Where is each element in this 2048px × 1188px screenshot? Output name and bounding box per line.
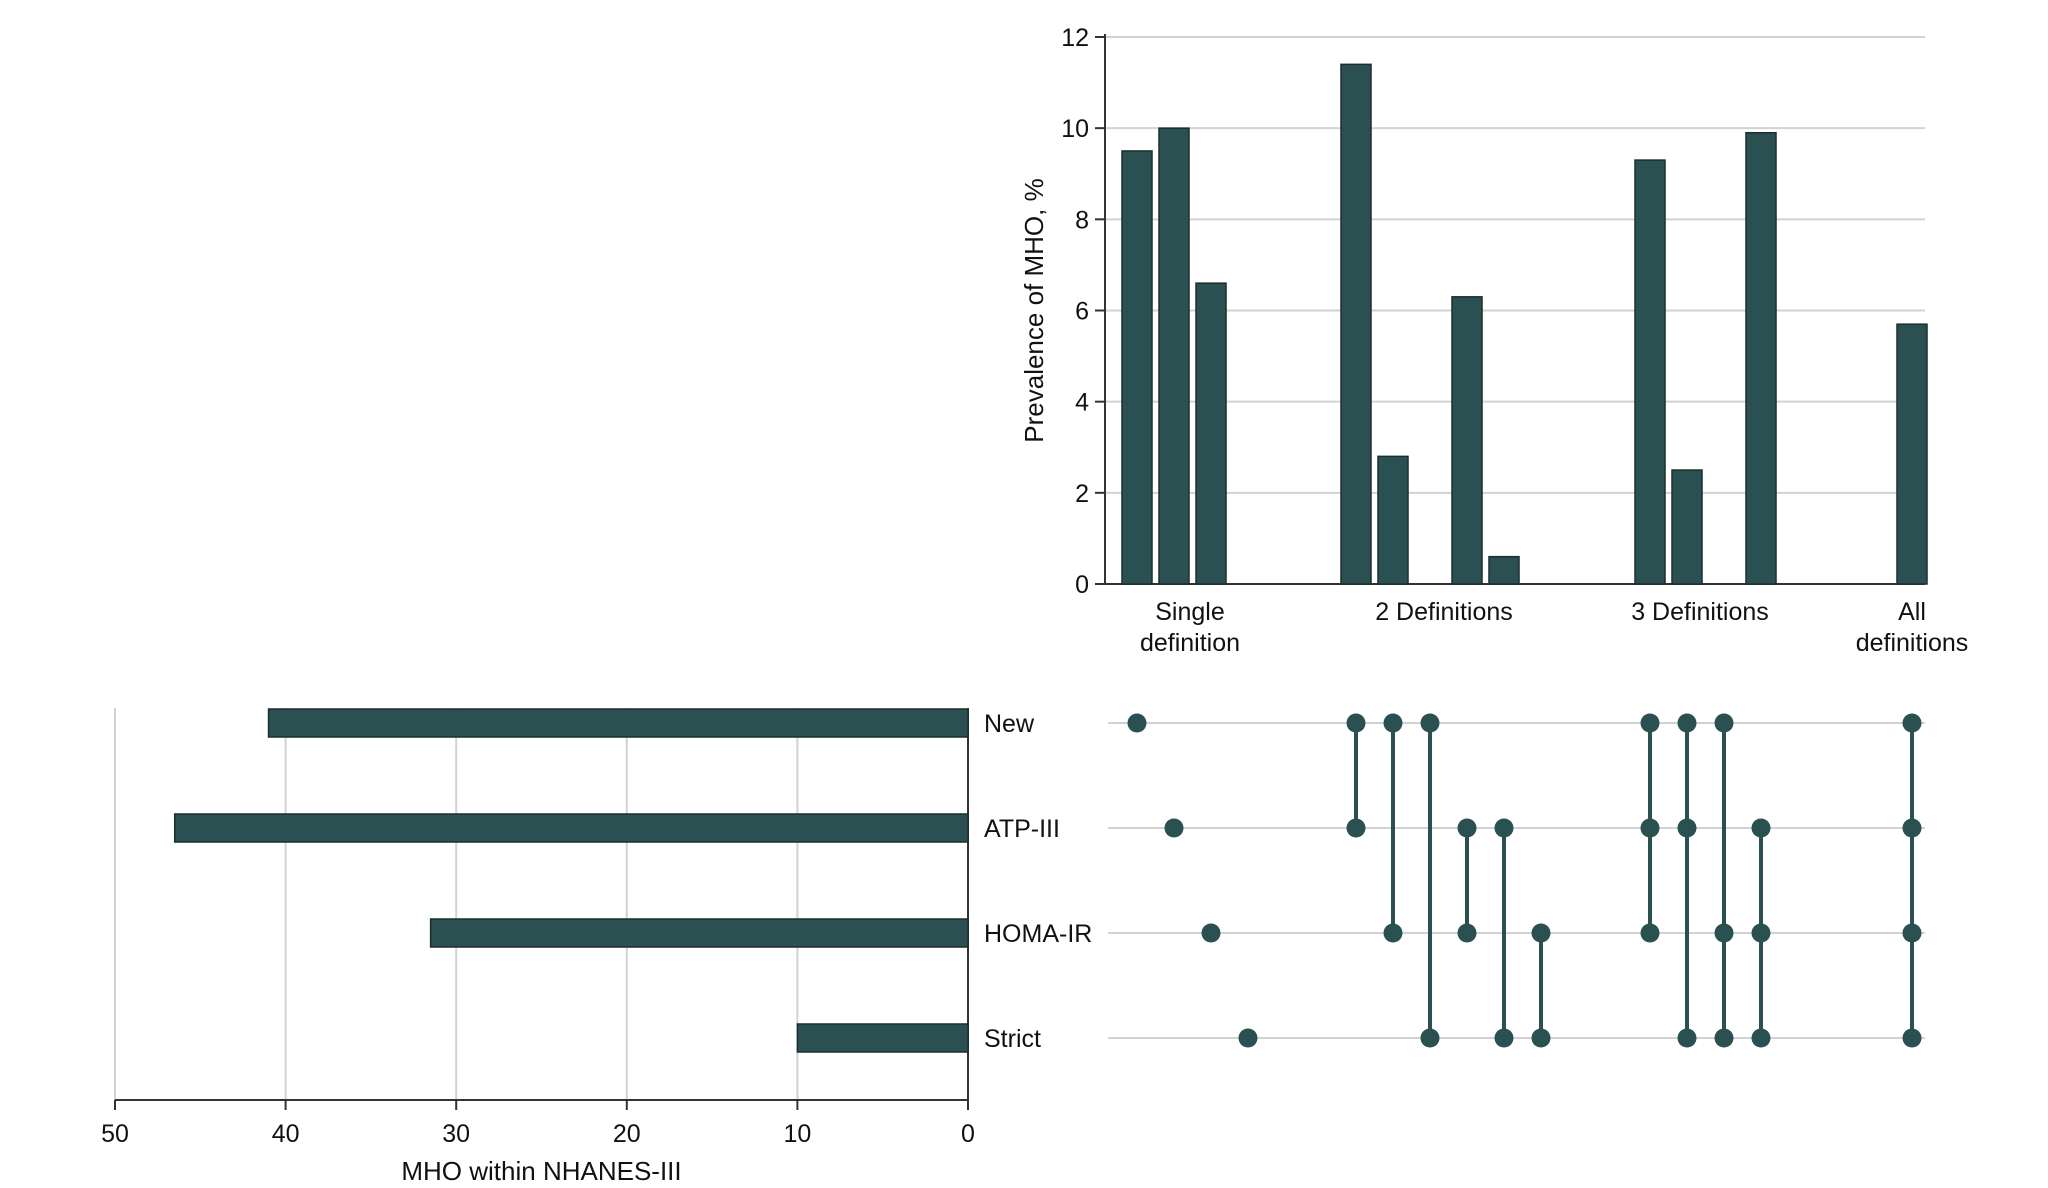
matrix-dot bbox=[1751, 818, 1771, 838]
intersection-matrix: New ATP-III HOMA-IR Strict bbox=[984, 710, 1925, 1053]
set-label: New bbox=[984, 710, 1035, 738]
x-tick-label: 20 bbox=[613, 1120, 641, 1148]
intersection-bar bbox=[1896, 323, 1928, 585]
intersection-bar bbox=[1340, 63, 1372, 585]
set-label: Strict bbox=[984, 1025, 1041, 1053]
matrix-dot bbox=[1531, 1028, 1551, 1048]
matrix-dot bbox=[1640, 713, 1660, 733]
matrix-dot bbox=[1238, 1028, 1258, 1048]
matrix-dot bbox=[1127, 713, 1147, 733]
matrix-dot bbox=[1902, 923, 1922, 943]
matrix-dot bbox=[1457, 818, 1477, 838]
x-axis-title: MHO within NHANES-III bbox=[401, 1156, 681, 1186]
y-tick-label: 6 bbox=[1075, 298, 1089, 326]
group-label: Single bbox=[1155, 598, 1225, 626]
matrix-dot bbox=[1714, 1028, 1734, 1048]
intersection-bar bbox=[1634, 159, 1666, 585]
intersection-bar bbox=[1377, 455, 1409, 585]
y-tick-label: 8 bbox=[1075, 206, 1089, 234]
matrix-dot bbox=[1751, 923, 1771, 943]
intersection-bar bbox=[1488, 555, 1520, 585]
intersection-bar bbox=[1195, 282, 1227, 585]
matrix-dot bbox=[1420, 713, 1440, 733]
matrix-dot bbox=[1457, 923, 1477, 943]
intersection-bar bbox=[1451, 296, 1483, 585]
intersection-bar bbox=[1158, 127, 1190, 585]
x-tick-label: 40 bbox=[272, 1120, 300, 1148]
intersection-bar-chart: 0 2 4 6 8 10 12 Prevalence of MHO, % Single defin… bbox=[1019, 24, 1968, 657]
y-tick-label: 10 bbox=[1061, 115, 1089, 143]
y-axis-title: Prevalence of MHO, % bbox=[1019, 178, 1049, 442]
matrix-dot bbox=[1640, 923, 1660, 943]
set-size-bar bbox=[429, 918, 969, 948]
matrix-dot bbox=[1494, 1028, 1514, 1048]
matrix-dot bbox=[1383, 713, 1403, 733]
matrix-dot bbox=[1714, 713, 1734, 733]
matrix-dot bbox=[1677, 818, 1697, 838]
set-size-bar-chart: 50 40 30 20 10 0 MHO within NHANES-III bbox=[101, 708, 975, 1186]
y-tick-label: 2 bbox=[1075, 480, 1089, 508]
y-tick-label: 12 bbox=[1061, 24, 1089, 52]
set-size-bar bbox=[173, 813, 969, 843]
intersection-bar bbox=[1121, 150, 1153, 585]
matrix-dot bbox=[1420, 1028, 1440, 1048]
matrix-dot bbox=[1164, 818, 1184, 838]
group-label: definitions bbox=[1856, 629, 1969, 657]
intersection-bar bbox=[1671, 469, 1703, 585]
y-tick-label: 4 bbox=[1075, 389, 1089, 417]
matrix-dot bbox=[1383, 923, 1403, 943]
matrix-dot bbox=[1751, 1028, 1771, 1048]
group-label: All bbox=[1898, 598, 1926, 626]
matrix-dot bbox=[1201, 923, 1221, 943]
group-label: 2 Definitions bbox=[1375, 598, 1513, 626]
matrix-dot bbox=[1677, 1028, 1697, 1048]
matrix-dot bbox=[1902, 713, 1922, 733]
matrix-dot bbox=[1714, 923, 1734, 943]
matrix-dot bbox=[1902, 818, 1922, 838]
matrix-dot bbox=[1494, 818, 1514, 838]
x-tick-label: 30 bbox=[442, 1120, 470, 1148]
y-tick-label: 0 bbox=[1075, 571, 1089, 599]
intersection-bar bbox=[1745, 131, 1777, 585]
set-size-bar bbox=[796, 1023, 969, 1053]
group-label: definition bbox=[1140, 629, 1240, 657]
set-label: ATP-III bbox=[984, 815, 1060, 843]
matrix-dot bbox=[1346, 818, 1366, 838]
x-tick-label: 10 bbox=[783, 1120, 811, 1148]
set-label: HOMA-IR bbox=[984, 920, 1092, 948]
group-label: 3 Definitions bbox=[1631, 598, 1769, 626]
matrix-dot bbox=[1531, 923, 1551, 943]
matrix-dot bbox=[1346, 713, 1366, 733]
matrix-dot bbox=[1677, 713, 1697, 733]
x-tick-label: 0 bbox=[961, 1120, 975, 1148]
matrix-dot bbox=[1640, 818, 1660, 838]
set-size-bar bbox=[267, 708, 969, 738]
x-tick-label: 50 bbox=[101, 1120, 129, 1148]
matrix-dot bbox=[1902, 1028, 1922, 1048]
